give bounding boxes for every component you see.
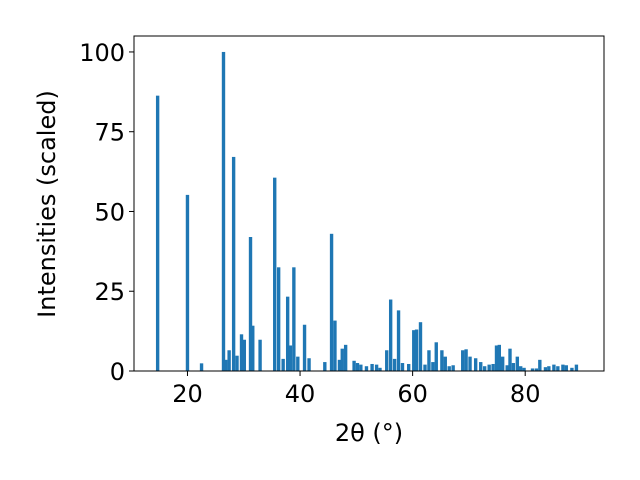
bar <box>491 363 495 371</box>
bar <box>281 358 285 371</box>
bar <box>385 350 389 371</box>
bar <box>561 364 565 371</box>
bar <box>511 363 516 371</box>
bar <box>434 342 438 371</box>
y-axis-ticks: 0 25 50 75 100 <box>79 39 134 386</box>
x-tick-label: 60 <box>397 380 428 408</box>
bar <box>451 365 455 371</box>
bar <box>427 350 431 371</box>
x-tick-label: 80 <box>510 380 541 408</box>
bar <box>494 345 499 371</box>
bar <box>431 362 435 371</box>
bar <box>352 360 356 371</box>
bar <box>329 233 334 371</box>
bar <box>464 349 468 371</box>
y-axis-label: Intensities (scaled) <box>33 90 61 318</box>
bars-group <box>155 51 579 371</box>
bar <box>374 364 379 371</box>
bar <box>388 299 393 371</box>
bar <box>530 368 535 371</box>
bar <box>396 310 401 371</box>
bar <box>515 356 520 371</box>
bar <box>296 356 300 371</box>
bar <box>224 359 228 371</box>
x-axis-ticks: 20 40 60 80 <box>172 371 540 408</box>
bar <box>359 364 363 371</box>
y-tick-label: 50 <box>94 198 125 226</box>
bar <box>273 177 277 371</box>
bar <box>235 355 239 371</box>
bar <box>547 366 551 371</box>
bar <box>570 367 574 371</box>
bar <box>497 344 501 371</box>
bar <box>440 350 444 371</box>
bar <box>522 367 526 371</box>
x-tick-label: 20 <box>172 380 203 408</box>
bar <box>556 366 560 371</box>
plot-area-frame <box>133 35 605 372</box>
bar <box>285 296 290 371</box>
x-axis-label: 2θ (°) <box>335 419 403 447</box>
bar <box>288 345 293 371</box>
bar <box>364 366 369 371</box>
bar <box>185 194 190 371</box>
bar <box>534 368 539 371</box>
bar <box>423 364 427 371</box>
bar <box>155 95 160 371</box>
bar <box>199 363 204 371</box>
bar <box>400 363 405 371</box>
y-tick-label: 25 <box>94 278 125 306</box>
bar <box>461 350 465 371</box>
bar <box>231 156 236 371</box>
bar <box>479 362 483 371</box>
bar <box>258 339 262 371</box>
bar <box>333 320 337 371</box>
bar <box>564 365 568 371</box>
bar <box>276 267 281 371</box>
bar <box>406 363 411 371</box>
bar <box>323 362 327 371</box>
x-tick-label: 40 <box>285 380 316 408</box>
bar <box>221 51 226 371</box>
bar <box>239 334 244 371</box>
bar <box>242 339 247 371</box>
bar <box>251 325 255 371</box>
bar <box>538 359 542 371</box>
bar <box>574 364 579 371</box>
bar <box>292 267 296 371</box>
bar <box>443 356 447 371</box>
bar <box>302 324 307 371</box>
bar <box>414 329 419 371</box>
bar <box>343 344 348 371</box>
bar <box>468 356 472 371</box>
bar <box>473 358 478 371</box>
bar <box>519 366 523 371</box>
bar <box>500 356 505 371</box>
bar <box>543 367 548 371</box>
bar <box>248 237 253 371</box>
bar <box>447 366 451 371</box>
bar <box>392 358 397 371</box>
bar <box>505 365 509 371</box>
bar <box>355 363 360 371</box>
y-tick-label: 100 <box>79 39 125 67</box>
bar <box>487 364 491 371</box>
bar <box>552 364 556 371</box>
bar <box>340 348 344 371</box>
bar <box>227 350 231 371</box>
bar <box>337 359 342 371</box>
bar <box>412 330 416 371</box>
bar <box>378 367 382 371</box>
y-tick-label: 75 <box>94 119 125 147</box>
bar <box>307 358 311 371</box>
bar <box>370 363 374 371</box>
bar <box>482 366 487 371</box>
bar <box>418 322 423 371</box>
bar <box>508 348 512 371</box>
y-tick-label: 0 <box>110 358 125 386</box>
